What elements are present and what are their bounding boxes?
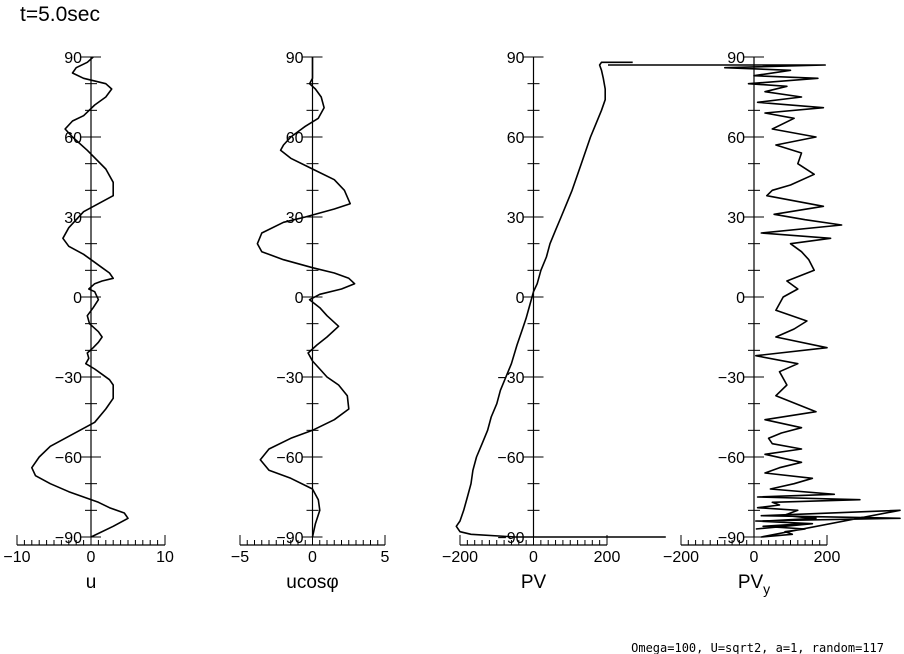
y-tick-label: 30: [286, 210, 304, 227]
y-tick-label: 60: [507, 130, 525, 147]
x-tick-label: 200: [594, 549, 621, 566]
y-tick-label: −90: [718, 530, 745, 547]
y-tick-label: −30: [718, 370, 745, 387]
y-tick-label: 30: [727, 210, 745, 227]
panel-pv: −200 0 200 PV 90 60 30 0 −30 −60 −90: [442, 50, 666, 593]
series-line-ucos: [256, 57, 356, 538]
x-axis-label: PVy: [738, 572, 770, 597]
y-tick-label: 0: [73, 290, 82, 307]
series-line-pvy: [608, 64, 901, 538]
x-tick-label: 0: [87, 549, 96, 566]
y-tick-label: −30: [276, 370, 303, 387]
x-tick-label: 0: [529, 549, 538, 566]
y-tick-label: 0: [736, 290, 745, 307]
x-tick-label: −5: [231, 549, 249, 566]
y-tick-label: 0: [295, 290, 304, 307]
y-tick-label: −60: [718, 450, 745, 467]
series-line-u: [30, 56, 129, 538]
y-tick-label: 90: [286, 50, 304, 67]
y-tick-label: 90: [727, 50, 745, 67]
x-axis-label: ucosφ: [286, 572, 338, 593]
x-tick-label: 5: [381, 549, 390, 566]
x-tick-label: −200: [442, 549, 478, 566]
y-tick-label: 90: [507, 50, 525, 67]
x-axis-label: u: [86, 572, 97, 593]
y-tick-label: −60: [55, 450, 82, 467]
panel-ucos: −5 0 5 ucosφ 90 60 30 0 −30 −60 −90: [231, 50, 390, 593]
x-tick-label: −200: [663, 549, 699, 566]
panel-pvy: −200 0 200 PVy 90 60 30 0 −30 −60 −90: [608, 50, 901, 597]
y-tick-label: −30: [55, 370, 82, 387]
parameter-caption: Omega=100, U=sqrt2, a=1, random=117: [631, 641, 884, 654]
y-tick-label: 90: [64, 50, 82, 67]
y-tick-label: 60: [286, 130, 304, 147]
x-tick-label: 0: [308, 549, 317, 566]
y-tick-label: −90: [55, 530, 82, 547]
x-axis-label-subscript: y: [763, 581, 770, 597]
x-tick-label: 200: [814, 549, 841, 566]
y-tick-label: −90: [497, 530, 524, 547]
y-tick-label: −90: [276, 530, 303, 547]
x-axis-label: PV: [521, 572, 547, 593]
y-tick-label: −60: [497, 450, 524, 467]
x-tick-label: 0: [750, 549, 759, 566]
y-tick-label: 30: [64, 210, 82, 227]
y-tick-label: −60: [276, 450, 303, 467]
y-tick-label: 0: [516, 290, 525, 307]
x-tick-label: 10: [156, 549, 174, 566]
series-line-pv: [455, 61, 666, 538]
y-tick-label: 30: [507, 210, 525, 227]
y-tick-label: 60: [727, 130, 745, 147]
chart-title: t=5.0sec: [20, 3, 100, 26]
y-tick-label: −30: [497, 370, 524, 387]
x-tick-label: −10: [3, 549, 30, 566]
